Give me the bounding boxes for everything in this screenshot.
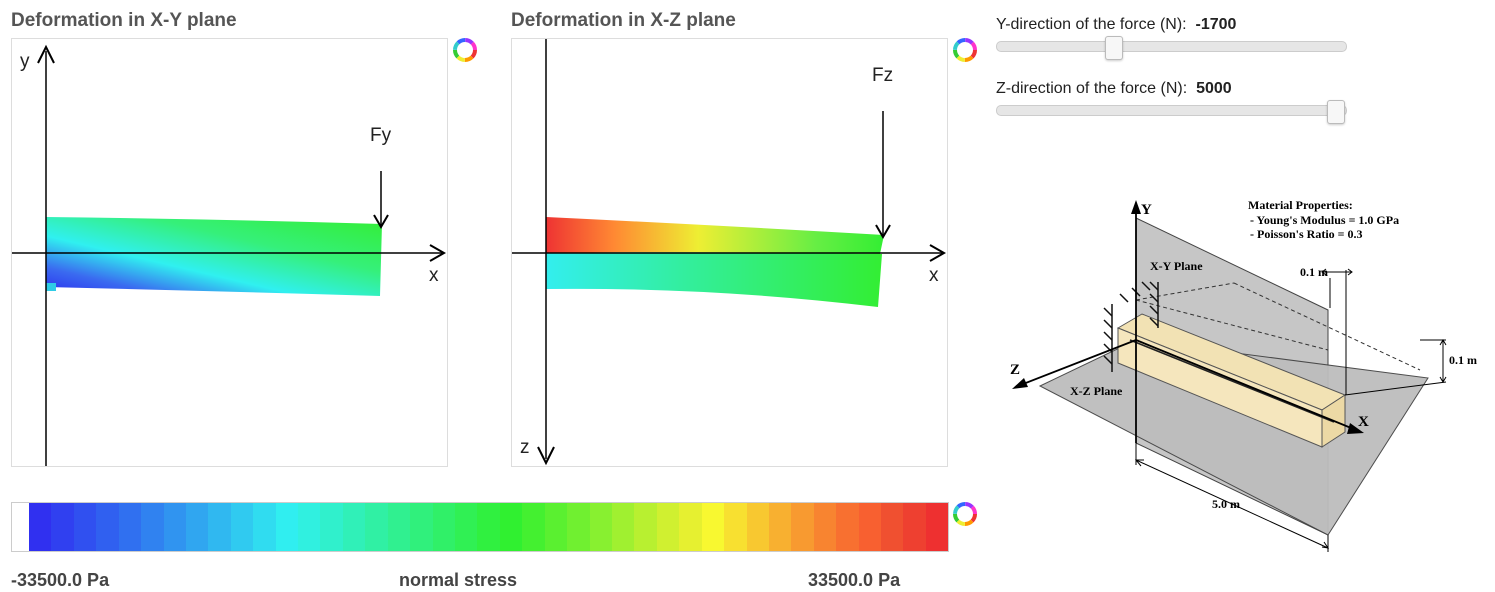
color-wheel-icon[interactable] (952, 501, 978, 527)
diagram-z-axis: Z (1010, 362, 1020, 378)
force-y-label: Fy (370, 125, 392, 146)
color-wheel-icon[interactable] (452, 37, 478, 63)
color-wheel-icon[interactable] (952, 37, 978, 63)
colorbar-center-label: normal stress (399, 570, 518, 590)
xz-panel-title: Deformation in X-Z plane (511, 10, 736, 31)
stress-colorbar (11, 502, 949, 552)
material-poisson-ratio: - Poisson's Ratio = 0.3 (1250, 227, 1363, 241)
material-properties-title: Material Properties: (1248, 198, 1353, 212)
dim-length-label: 5.0 m (1212, 497, 1240, 511)
z-force-label-text: Z-direction of the force (N): (996, 80, 1188, 97)
z-force-slider-track[interactable] (996, 105, 1347, 116)
diagram-xy-plane-label: X-Y Plane (1150, 259, 1203, 273)
xy-panel-title: Deformation in X-Y plane (11, 10, 237, 31)
z-force-value: 5000 (1196, 80, 1232, 97)
xz-plane-shape (1038, 339, 1429, 536)
z-axis-arrow (537, 446, 555, 466)
xz-beam-top (546, 217, 884, 254)
xy-beam-shape (46, 217, 382, 296)
y-force-value: -1700 (1195, 16, 1237, 33)
xz-plot: z x Fz (512, 39, 947, 466)
force-z-label: Fz (872, 65, 893, 86)
xz-deformation-panel: z x Fz (511, 38, 948, 467)
y-axis-arrow (37, 44, 55, 64)
x-axis-arrow-xz (929, 244, 947, 262)
diagram-xz-plane-label: X-Z Plane (1070, 384, 1123, 398)
xz-beam-bottom (546, 252, 882, 307)
material-youngs-modulus: - Young's Modulus = 1.0 GPa (1250, 213, 1399, 227)
beam-schematic-diagram: Y Z X X-Y Plane X-Z Plane Material Prope… (1010, 198, 1477, 552)
y-force-slider-track[interactable] (996, 41, 1347, 52)
colorbar-min-label: -33500.0 Pa (11, 570, 110, 590)
z-force-slider-thumb[interactable] (1327, 100, 1345, 124)
x-axis-label-xz: x (929, 265, 939, 286)
z-axis-label: z (520, 437, 530, 458)
xy-plot: y x Fy (12, 44, 447, 466)
z-force-label: Z-direction of the force (N): 5000 (996, 80, 1232, 98)
dim-height-label: 0.1 m (1449, 353, 1477, 367)
y-force-label: Y-direction of the force (N): -1700 (996, 16, 1236, 34)
colorbar-max-label: 33500.0 Pa (808, 570, 901, 590)
y-axis-label: y (20, 51, 30, 72)
y-force-slider-thumb[interactable] (1105, 36, 1124, 60)
xy-deformation-panel: y x Fy (11, 38, 448, 467)
x-axis-label: x (429, 265, 439, 286)
diagram-y-axis: Y (1141, 202, 1152, 218)
dim-width-label: 0.1 m (1300, 265, 1328, 279)
x-axis-arrow (429, 244, 447, 262)
y-force-label-text: Y-direction of the force (N): (996, 16, 1187, 33)
diagram-x-axis: X (1358, 414, 1369, 430)
